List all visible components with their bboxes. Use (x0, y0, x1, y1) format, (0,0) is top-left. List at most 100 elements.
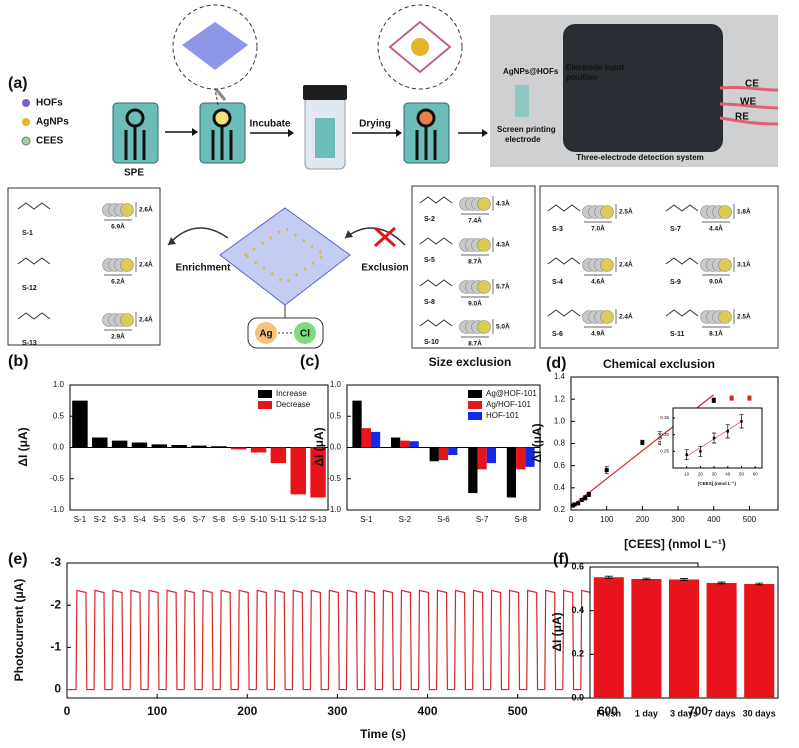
plot-frame (672, 407, 763, 469)
x-tick-label: 10 (684, 472, 690, 477)
bar (151, 444, 168, 448)
arrow-head (345, 230, 353, 238)
height-label: 4.3Å (496, 199, 510, 208)
legend-swatch (468, 390, 482, 398)
bar (631, 579, 662, 698)
bar (468, 447, 478, 494)
bar (171, 445, 187, 448)
agnp-dots (242, 226, 328, 285)
point (583, 495, 588, 500)
legend-swatch (468, 412, 482, 420)
atom (600, 205, 614, 219)
skeleton (547, 204, 581, 212)
y-tick-label: 0 (54, 682, 61, 696)
error-bar (717, 581, 726, 585)
bar (250, 447, 267, 453)
y-tick-label: 1.0 (53, 380, 65, 389)
step-label: Incubate (249, 119, 291, 130)
y-tick-label: 0.5 (53, 411, 65, 420)
cees-icon (21, 136, 31, 146)
x-tick-label: 100 (600, 515, 614, 524)
skeleton (547, 309, 581, 317)
photo-electrode (515, 85, 529, 117)
point (579, 498, 584, 503)
x-tick-label: 500 (743, 515, 757, 524)
point (572, 502, 577, 507)
arrow-head (168, 237, 176, 245)
x-tick-label: S-9 (232, 515, 245, 524)
y-tick-label: 0.4 (554, 483, 566, 492)
photo-label: WE (740, 97, 756, 108)
height-label: 2.4Å (139, 260, 153, 269)
length-label: 6.9Å (111, 222, 125, 231)
x-tick-label: S-8 (213, 515, 226, 524)
y-tick-label: 0.2 (554, 505, 566, 514)
bar (706, 582, 737, 698)
height-label: 2.6Å (139, 205, 153, 214)
skeleton (419, 237, 453, 245)
bar (477, 447, 487, 470)
arrow-head (396, 129, 402, 137)
x-tick-label: S-1 (360, 515, 373, 524)
skeleton (17, 202, 51, 210)
atom (477, 238, 491, 252)
x-tick-label: 400 (707, 515, 721, 524)
bar (361, 428, 371, 448)
y-tick-label: 1.0 (330, 380, 342, 389)
panel-label: (f) (553, 551, 569, 568)
chemical-box (539, 185, 779, 349)
cables (719, 85, 779, 126)
device (563, 24, 723, 152)
y-axis-label: ΔI (μA) (530, 423, 544, 462)
y-tick-label: 0.35 (660, 415, 669, 420)
x-axis-label: [CEES] (nmol L⁻¹) (698, 481, 737, 486)
molecule-name: S-10 (424, 339, 439, 346)
x-tick-label: Fresh (597, 708, 622, 718)
exclusion-cross (373, 226, 397, 248)
legend-text: Ag@HOF-101 (486, 389, 537, 398)
panel-label: (b) (8, 353, 28, 370)
height-label: 5.0Å (496, 322, 510, 331)
height-label: 4.3Å (496, 240, 510, 249)
length-label: 4.6Å (591, 277, 605, 286)
length-label: 7.0Å (591, 224, 605, 233)
zoom-line (214, 88, 219, 106)
bar (391, 437, 401, 448)
arrow-head (288, 129, 294, 137)
height-label: 2.5Å (619, 207, 633, 216)
panel-label: (e) (8, 551, 28, 568)
line (67, 589, 698, 691)
bar (400, 440, 410, 448)
point (726, 430, 730, 433)
x-tick-label: S-2 (399, 515, 412, 524)
point (699, 450, 702, 453)
length-label: 8.1Å (709, 329, 723, 338)
point (685, 453, 688, 456)
point (712, 436, 716, 440)
skeleton (547, 257, 581, 265)
y-axis-label: ΔI (μA) (550, 612, 564, 651)
x-tick-label: S-2 (94, 515, 107, 524)
molecule-name: S-6 (552, 331, 563, 338)
x-tick-label: 40 (725, 472, 731, 477)
point (729, 396, 734, 401)
photo-label: Electrode input (566, 63, 625, 72)
skeleton (17, 257, 51, 265)
electrode-leads (124, 126, 146, 160)
height-label: 2.4Å (619, 260, 633, 269)
length-label: 4.9Å (591, 329, 605, 338)
atom (600, 258, 614, 272)
skeleton (419, 279, 453, 287)
y-axis-label: Photocurrent (μA) (12, 579, 26, 682)
error-bar (755, 582, 764, 586)
x-tick-label: 300 (671, 515, 685, 524)
x-axis-label: Time (s) (360, 727, 406, 741)
molecule-name: S-1 (22, 230, 33, 237)
x-tick-label: S-6 (173, 515, 186, 524)
x-tick-label: 60 (753, 472, 759, 477)
photo-label: Screen printing (497, 125, 556, 134)
point (586, 492, 591, 497)
electrode-ring (212, 108, 232, 128)
x-tick-label: 30 (712, 472, 718, 477)
x-tick-label: 100 (147, 704, 167, 718)
